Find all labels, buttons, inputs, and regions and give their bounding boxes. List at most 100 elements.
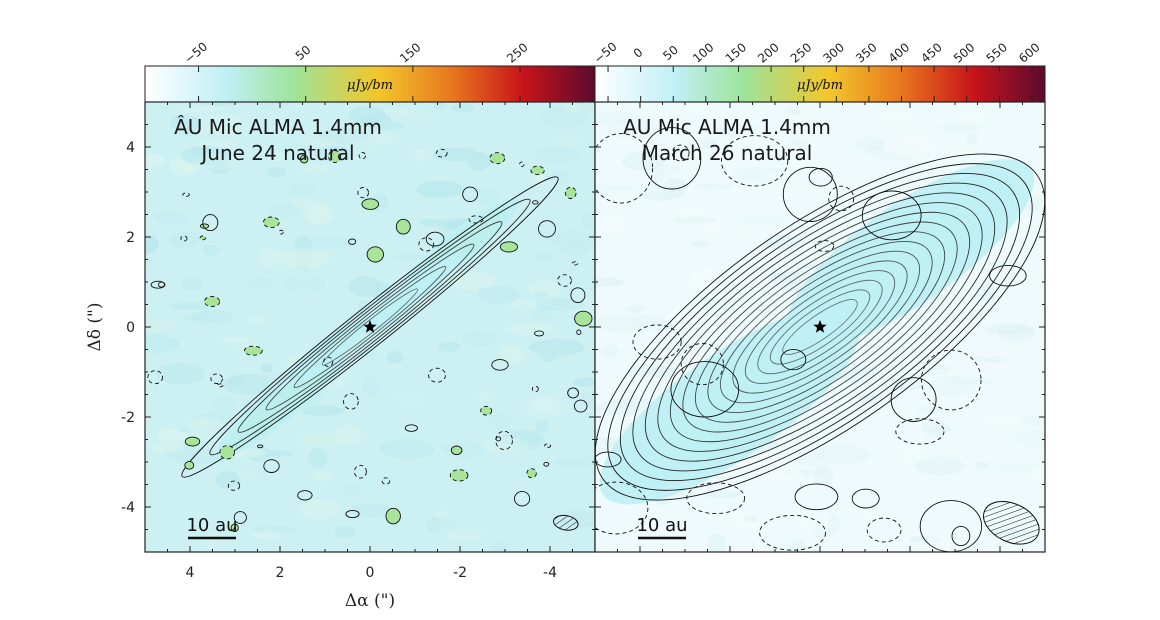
panel-right-colorbar-tick-label: 550 (984, 40, 1011, 65)
panel-right-noise-patch (917, 535, 952, 552)
panel-left-noise-contour (499, 241, 518, 253)
panel-left-noise-patch (307, 448, 328, 468)
panel-left-noise-contour (199, 235, 207, 241)
panel-left-colorbar-tick-label: 250 (504, 40, 531, 65)
panel-right-noise-contour (895, 418, 945, 445)
panel-left-noise-patch (179, 314, 210, 321)
panel-left-noise-contour (353, 464, 367, 479)
panel-right-colorbar-tick-label: 50 (660, 43, 681, 64)
panel-right-colorbar-tick-label: 300 (820, 40, 847, 65)
panel-left-noise-patch (156, 428, 189, 444)
panel-left-noise-patch (488, 412, 513, 429)
panel-left-noise-contour (357, 187, 369, 199)
panel-left-noise-patch (444, 529, 484, 541)
panel-right-noise-patch (788, 538, 807, 552)
panel-left-noise-contour (557, 274, 572, 287)
panel-right-noise-patch (929, 426, 954, 433)
panel-left-noise-contour (570, 287, 586, 304)
panel-right-contour-line (694, 231, 946, 423)
panel-left-beam (553, 514, 579, 531)
panel-left-noise-patch (361, 376, 380, 398)
panel-left-noise-contour (480, 405, 493, 416)
panel-left-noise-patch (177, 426, 227, 433)
panel-left-noise-contour (425, 231, 445, 247)
panel-right-noise-contour (632, 324, 682, 360)
panel-left-noise-patch (228, 375, 246, 387)
panel-right-noise-contour (595, 451, 622, 468)
panel-right-noise-patch (596, 539, 611, 552)
panel-left-star-marker (363, 320, 377, 333)
panel-left-noise-patch (197, 113, 251, 136)
panel-right-noise-contour (680, 343, 724, 386)
panel-right-noise-contour (671, 144, 690, 162)
panel-left-noise-patch (358, 300, 371, 317)
panel-left-noise-contour (567, 387, 579, 399)
panel-left-contour-line (209, 198, 531, 456)
panel-left-noise-patch (506, 299, 538, 310)
panel-left-noise-patch (451, 104, 475, 112)
panel-right-colorbar-tick-label: 100 (690, 40, 717, 65)
panel-right-noise-patch (701, 213, 725, 235)
panel-right-contour-line (669, 211, 971, 443)
panel-right-noise-contour (720, 135, 789, 187)
panel-left-noise-contour (343, 393, 359, 410)
panel-left-noise-contour (361, 198, 380, 210)
panel-left-noise-patch (298, 137, 334, 148)
panel-right-noise-patch (707, 533, 727, 552)
panel-left-noise-patch (461, 331, 497, 348)
panel-left-noise-contour (385, 507, 401, 525)
panel-left-noise-contour (449, 469, 469, 482)
panel-left-noise-patch (408, 148, 432, 163)
panel-right-contour-line (595, 153, 1045, 501)
panel-left-noise-patch (490, 541, 508, 552)
panel-left-noise-patch (260, 363, 273, 373)
panel-left-noise-contour (532, 200, 539, 205)
panel-right-noise-patch (1013, 429, 1045, 447)
panel-left-noise-patch (306, 235, 355, 250)
panel-left-noise-patch (334, 525, 356, 539)
panel-left-emission-layer (361, 275, 433, 334)
panel-left-noise-patch (555, 459, 586, 467)
panel-right-noise-patch (649, 169, 667, 182)
panel-right-noise-patch (915, 456, 965, 476)
panel-right-noise-patch (859, 393, 877, 405)
panel-left-noise-patch (222, 336, 249, 343)
colorbar-right-unit: μJy/bm (797, 78, 843, 93)
panel-left-noise-patch (301, 163, 330, 174)
panel-left-noise-contour (404, 424, 418, 432)
panel-left-noise-contour (358, 151, 366, 160)
panel-right-noise-patch (915, 406, 945, 415)
panel-right-colorbar-tick-label: 0 (631, 45, 646, 61)
panel-left-noise-patch (348, 503, 391, 517)
panel-right-noise-patch (639, 184, 669, 200)
panel-right-noise-patch (758, 185, 789, 193)
panel-right-contour-line (732, 260, 908, 394)
panel-left-noise-patch (433, 147, 478, 162)
panel-right-noise-patch (715, 123, 758, 133)
panel-right-contour-line (607, 163, 1033, 491)
panel-left-noise-patch (540, 106, 589, 128)
panel-right-noise-patch (690, 268, 719, 290)
panel-right-contour-line (644, 192, 996, 462)
panel-left-noise-patch (256, 102, 289, 111)
panel-left-noise-patch (202, 530, 219, 550)
panel-right-contour-line (682, 221, 958, 433)
panel-right-noise-patch (694, 183, 734, 190)
panel-left-noise-contour (217, 383, 224, 388)
y-axis-label: Δδ (") (85, 303, 105, 352)
panel-right-colorbar-tick-label: 250 (788, 40, 815, 65)
panel-right-noise-contour (951, 525, 971, 547)
panel-left-colorbar-tick-label: 150 (397, 40, 424, 65)
panel-left-noise-contour (514, 490, 531, 507)
panel-left-noise-patch (390, 253, 431, 261)
panel-left-noise-patch (249, 315, 265, 324)
panel-left-noise-contour (534, 330, 545, 337)
panel-right-noise-patch (625, 305, 646, 313)
panel-left-noise-patch (275, 248, 331, 268)
panel-left-noise-patch (549, 170, 570, 185)
panel-left-noise-contour (230, 523, 239, 532)
panel-left-noise-contours (147, 148, 593, 532)
panel-right-noise-patch (812, 527, 832, 538)
panel-right-noise-patch (931, 363, 950, 375)
